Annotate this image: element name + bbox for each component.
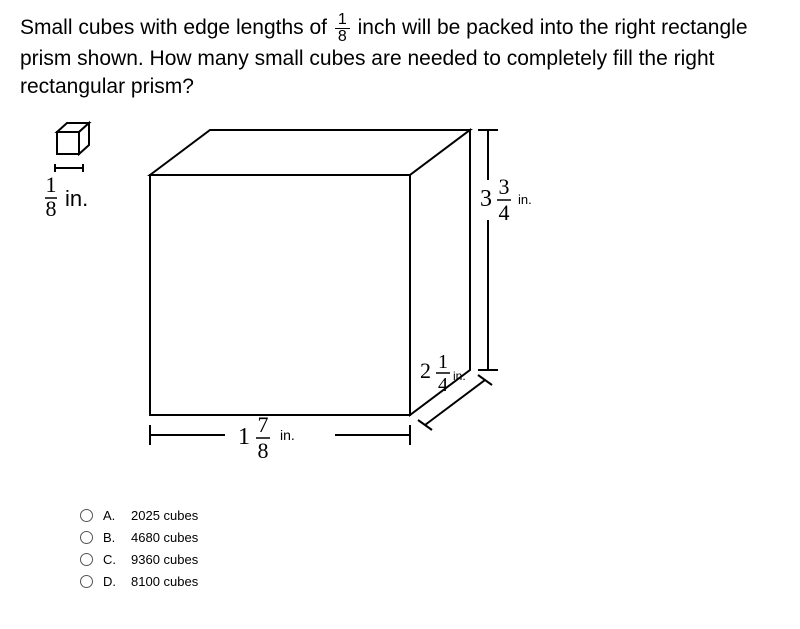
svg-text:1: 1 — [438, 351, 448, 373]
answer-text: 8100 cubes — [131, 574, 198, 589]
svg-text:3: 3 — [499, 174, 510, 199]
answer-choice-d[interactable]: D. 8100 cubes — [80, 574, 780, 589]
question-line2: prism shown. How many small cubes are ne… — [20, 47, 714, 70]
answer-choice-b[interactable]: B. 4680 cubes — [80, 530, 780, 545]
answer-letter: C. — [103, 552, 121, 567]
question-fraction: 1 8 — [335, 12, 350, 45]
svg-text:2: 2 — [420, 358, 431, 383]
question-line3: rectangular prism? — [20, 75, 194, 98]
radio-icon[interactable] — [80, 553, 93, 566]
answer-letter: B. — [103, 530, 121, 545]
question-text: Small cubes with edge lengths of 1 8 inc… — [20, 12, 780, 102]
answer-letter: A. — [103, 508, 121, 523]
svg-text:in.: in. — [280, 427, 295, 443]
answer-text: 4680 cubes — [131, 530, 198, 545]
svg-text:in.: in. — [453, 369, 466, 383]
question-line1-b: inch will be packed into the right recta… — [358, 16, 748, 39]
svg-text:8: 8 — [46, 196, 57, 221]
height-label: 3 3 4 in. — [480, 174, 532, 225]
answer-letter: D. — [103, 574, 121, 589]
svg-text:in.: in. — [65, 186, 88, 211]
radio-icon[interactable] — [80, 509, 93, 522]
svg-text:8: 8 — [258, 438, 269, 463]
answer-text: 2025 cubes — [131, 508, 198, 523]
width-label: 1 7 8 in. — [238, 412, 295, 463]
answer-choices: A. 2025 cubes B. 4680 cubes C. 9360 cube… — [80, 508, 780, 589]
svg-text:7: 7 — [258, 412, 269, 437]
small-cube-icon — [57, 123, 89, 154]
answer-text: 9360 cubes — [131, 552, 198, 567]
svg-text:1: 1 — [238, 424, 250, 450]
svg-text:4: 4 — [499, 200, 510, 225]
answer-choice-a[interactable]: A. 2025 cubes — [80, 508, 780, 523]
radio-icon[interactable] — [80, 575, 93, 588]
answer-choice-c[interactable]: C. 9360 cubes — [80, 552, 780, 567]
radio-icon[interactable] — [80, 531, 93, 544]
small-cube-label: 1 8 in. — [45, 172, 88, 221]
svg-text:4: 4 — [438, 374, 448, 396]
svg-text:in.: in. — [518, 192, 532, 207]
svg-text:3: 3 — [480, 186, 492, 212]
svg-text:1: 1 — [46, 172, 57, 197]
prism-diagram: 1 8 in. 1 7 8 in. 2 1 4 in. — [20, 120, 580, 490]
question-line1-a: Small cubes with edge lengths of — [20, 16, 327, 39]
